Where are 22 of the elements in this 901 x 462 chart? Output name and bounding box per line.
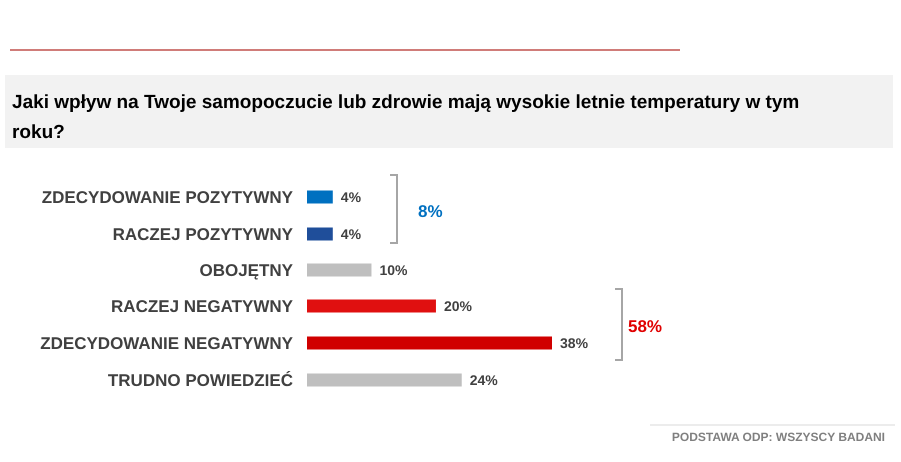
data-label: 38% [560, 334, 589, 351]
annotation: 8% [418, 202, 443, 221]
bar [307, 374, 462, 386]
chart-title: Jaki wpływ na Twoje samopoczucie lub zdrowie mają wysokie letnie temperatury w tym roku? [12, 92, 800, 143]
data-label: 4% [340, 226, 362, 242]
data-label: 24% [470, 372, 498, 388]
y-tick-label: RACZEJ POZYTYWNY [112, 224, 294, 244]
y-tick-label: ZDECYDOWANIE NEGATYWNY [40, 334, 294, 353]
y-tick-label: OBOJĘTNY [199, 260, 294, 280]
data-label: 4% [340, 188, 362, 205]
data-label: 10% [379, 262, 408, 278]
bar [307, 190, 333, 204]
bar [307, 264, 372, 276]
y-tick-label: ZDECYDOWANIE POZYTYWNY [42, 188, 294, 207]
bar [307, 336, 552, 350]
text: 58% [628, 316, 662, 336]
y-tick-label: RACZEJ NEGATYWNY [111, 296, 294, 316]
data-label: 20% [444, 298, 473, 314]
y-tick-label: TRUDNO POWIEDZIEĆ [108, 370, 293, 390]
text: PODSTAWA ODP: WSZYSCY BADANI [672, 430, 885, 444]
bar [307, 228, 333, 240]
bar [307, 300, 436, 312]
